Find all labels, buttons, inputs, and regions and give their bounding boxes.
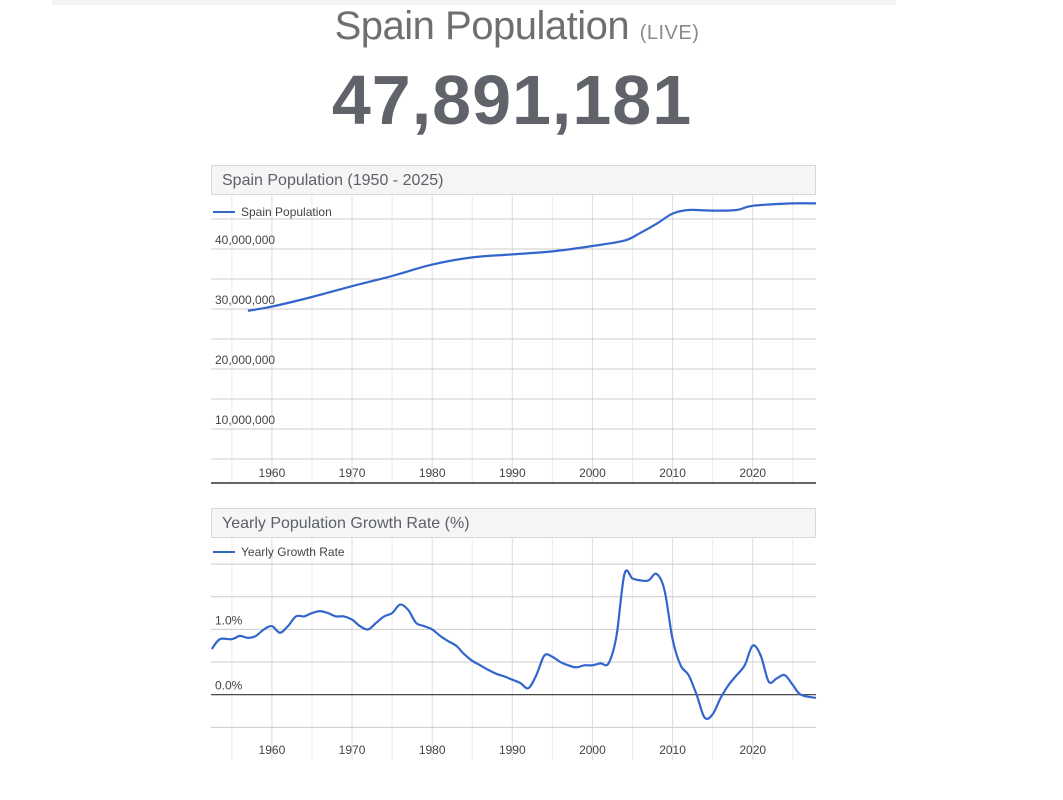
growth-series-line [211, 569, 817, 720]
population-x-tick-label: 1990 [499, 466, 526, 480]
growth-x-tick-label: 1960 [259, 743, 286, 757]
growth-x-tick-label: 1980 [419, 743, 446, 757]
population-y-tick-label: 20,000,000 [215, 353, 275, 367]
top-divider-strip [52, 0, 896, 5]
growth-chart-header: Yearly Population Growth Rate (%) [211, 508, 816, 538]
population-x-tick-label: 1970 [339, 466, 366, 480]
population-y-tick-label: 40,000,000 [215, 233, 275, 247]
growth-x-tick-label: 2000 [579, 743, 606, 757]
population-legend-label: Spain Population [241, 205, 332, 219]
growth-y-tick-label: 1.0% [215, 613, 243, 627]
growth-rate-line-chart: 0.0% 1.0% 1960 1970 1980 1990 2000 2010 2020 Year… [211, 538, 817, 760]
population-x-tick-label: 2000 [579, 466, 606, 480]
population-chart-header: Spain Population (1950 - 2025) [211, 165, 816, 195]
growth-x-tick-label: 1990 [499, 743, 526, 757]
population-x-tick-label: 1960 [259, 466, 286, 480]
population-y-tick-label: 10,000,000 [215, 413, 275, 427]
growth-y-tick-label: 0.0% [215, 679, 243, 693]
population-x-tick-label: 1980 [419, 466, 446, 480]
population-line-chart: 10,000,000 20,000,000 30,000,000 40,000,000… [211, 195, 817, 484]
population-series-line [247, 202, 817, 312]
growth-x-tick-label: 1970 [339, 743, 366, 757]
growth-legend-label: Yearly Growth Rate [241, 545, 345, 559]
population-x-tick-label: 2020 [739, 466, 766, 480]
live-population-counter: 47,891,181 [331, 61, 693, 139]
growth-x-tick-label: 2020 [739, 743, 766, 757]
growth-x-tick-label: 2010 [659, 743, 686, 757]
page-title-text: Spain Population [334, 4, 630, 48]
population-x-tick-label: 2010 [659, 466, 686, 480]
population-y-tick-label: 30,000,000 [215, 293, 275, 307]
live-tag: (LIVE) [639, 22, 700, 44]
page-title: Spain Population (LIVE) [0, 4, 1034, 49]
